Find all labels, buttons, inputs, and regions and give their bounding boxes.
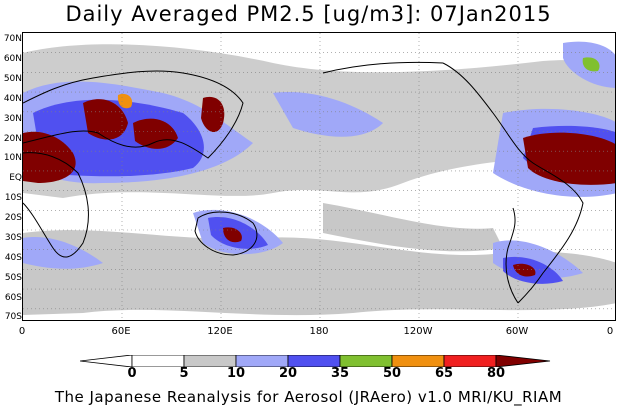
lat-label: 10S [4, 193, 22, 203]
colorbar-label: 5 [179, 366, 189, 381]
colorbar [80, 355, 551, 367]
colorbar-label: 80 [486, 366, 506, 381]
graticule [23, 33, 615, 320]
lat-label: EQ [9, 173, 22, 183]
coastlines [23, 61, 584, 304]
colorbar-label: 10 [226, 366, 246, 381]
lat-label: 30S [4, 233, 22, 243]
lat-label: 10N [3, 153, 22, 163]
lat-label: 50S [4, 273, 22, 283]
lat-label: 70N [3, 34, 22, 44]
lon-label: 120E [207, 326, 233, 337]
colorbar-label: 0 [127, 366, 137, 381]
colorbar-cell [131, 355, 185, 367]
lon-label: 180 [309, 326, 329, 337]
lat-label: 60N [3, 54, 22, 64]
lon-label: 0 [18, 326, 26, 337]
colorbar-label: 35 [330, 366, 350, 381]
lon-label: 60E [111, 326, 131, 337]
lon-label: 120W [403, 326, 433, 337]
lon-label: 60W [505, 326, 529, 337]
colorbar-cell [80, 355, 133, 367]
lat-label: 20S [4, 213, 22, 223]
colorbar-cell [495, 355, 551, 367]
pm25-map [22, 32, 616, 321]
lat-label: 40S [4, 253, 22, 263]
credit-line: The Japanese Reanalysis for Aerosol (JRA… [54, 388, 563, 406]
colorbar-label: 65 [434, 366, 454, 381]
lat-label: 70S [4, 312, 22, 322]
map-title: Daily Averaged PM2.5 [ug/m3]: 07Jan2015 [65, 2, 552, 26]
lat-label: 40N [3, 94, 22, 104]
map-field [23, 33, 615, 320]
colorbar-label: 50 [382, 366, 402, 381]
lat-label: 60S [4, 293, 22, 303]
lat-label: 30N [3, 114, 22, 124]
lon-label: 0 [606, 326, 614, 337]
colorbar-label: 20 [278, 366, 298, 381]
lat-label: 20N [3, 134, 22, 144]
concentration-high [23, 57, 615, 277]
lat-label: 50N [3, 74, 22, 84]
